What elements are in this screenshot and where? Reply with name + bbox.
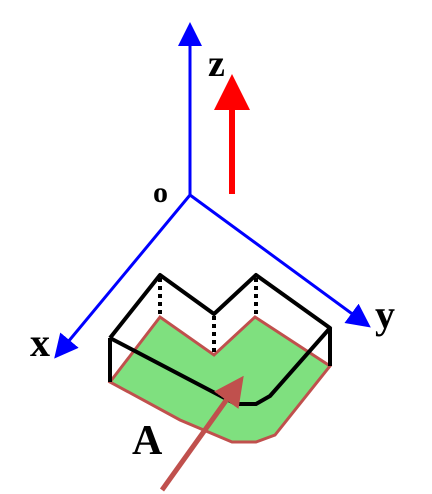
label-x: x bbox=[30, 320, 50, 365]
x-axis bbox=[54, 194, 192, 359]
label-origin: o bbox=[153, 176, 168, 209]
y-axis bbox=[189, 193, 371, 328]
label-y: y bbox=[375, 292, 395, 337]
arrow-a bbox=[159, 375, 244, 492]
label-a: A bbox=[132, 418, 163, 464]
label-z: z bbox=[208, 43, 225, 85]
